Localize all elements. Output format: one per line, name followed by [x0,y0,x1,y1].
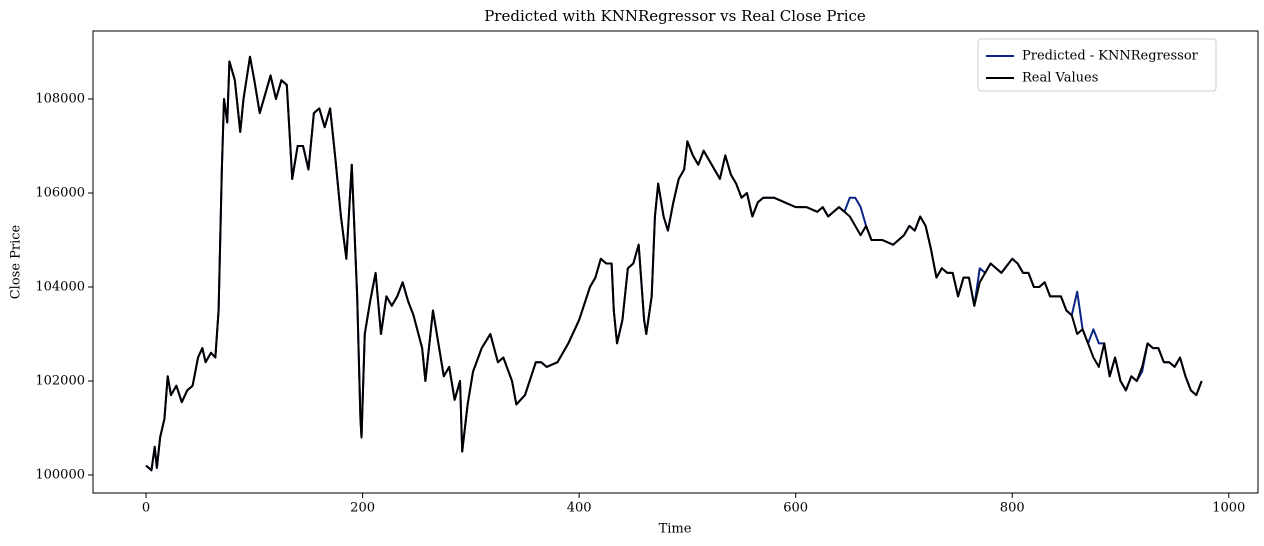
y-tick-label: 100000 [35,467,85,482]
chart-title: Predicted with KNNRegressor vs Real Clos… [484,7,866,25]
series-line [145,55,1203,472]
y-axis-label: Close Price [9,224,24,299]
legend-box [977,38,1217,92]
x-tick-label: 600 [783,501,808,516]
legend-label: Real Values [1022,71,1098,86]
x-tick-label: 0 [142,501,150,516]
x-axis-label: Time [659,522,692,537]
legend-label: Predicted - KNNRegressor [1022,49,1199,64]
x-tick-label: 1000 [1212,501,1245,516]
y-tick-label: 104000 [35,280,85,295]
series-line [145,55,1203,472]
x-tick-label: 400 [567,501,592,516]
y-tick-label: 108000 [35,92,85,107]
x-tick-label: 200 [350,501,375,516]
plot-frame [92,30,1259,494]
y-tick-label: 106000 [35,186,85,201]
legend: Predicted - KNNRegressor Real Values [977,38,1217,92]
y-tick-label: 102000 [35,374,85,389]
x-tick-label: 800 [1000,501,1025,516]
